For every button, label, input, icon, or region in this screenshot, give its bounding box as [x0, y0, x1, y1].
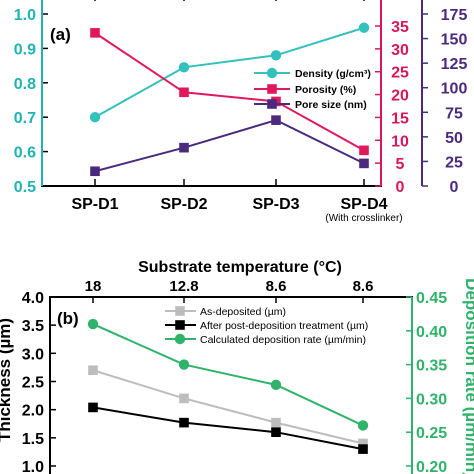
panel-a-category-label: SP-D3	[252, 196, 299, 213]
panel-a-right2-tick-label: 150	[441, 32, 468, 49]
panel-b-data-point	[357, 420, 369, 431]
panel-b-top-tick-label: 18	[85, 278, 102, 295]
panel-a-top-tick-label: 8.6	[354, 0, 375, 4]
panel-a-data-point	[359, 158, 369, 169]
panel-b-left-tick-label: 2.0	[22, 403, 44, 420]
panel-b-right-tick-label: 0.30	[416, 391, 447, 408]
panel-a-left-tick-label: 0.8	[14, 76, 36, 93]
panel-a-right2-tick-label: 25	[445, 154, 463, 171]
panel-b-data-point	[88, 365, 98, 376]
panel-a-data-point	[359, 145, 369, 156]
panel-a-right1-tick-label: 10	[391, 133, 409, 150]
panel-a-legend-marker	[267, 99, 277, 109]
panel-a-right1-tick-label: 25	[391, 65, 409, 82]
panel-a-right2-tick-label: 100	[441, 81, 468, 98]
panel-b-right-tick-label: 0.20	[416, 459, 447, 474]
panel-a-left-tick-label: 1.0	[14, 7, 36, 24]
panel-a-right1-tick-label: 15	[391, 110, 409, 127]
panel-a-data-point	[178, 62, 190, 73]
panel-b-left-tick-label: 1.0	[22, 459, 44, 474]
panel-b-right-tick-label: 0.25	[416, 425, 447, 442]
panel-a-data-point	[179, 87, 189, 98]
panel-a-left-tick-label: 0.6	[14, 145, 36, 162]
panel-a-legend-marker	[267, 84, 277, 94]
panel-b-data-point	[270, 379, 282, 391]
panel-b-left-tick-label: 2.5	[22, 375, 44, 392]
panel-a-top-tick-label: 12.8	[169, 0, 198, 4]
panel-b-right-tick-label: 0.35	[416, 358, 447, 375]
panel-a-right2-tick-label: 75	[445, 105, 463, 122]
panel-a-top-tick-label: 8.6	[266, 0, 287, 4]
panel-a-data-point	[90, 28, 100, 38]
panel-b-series-line	[92, 369, 364, 445]
panel-a-right2-tick-label: 50	[445, 130, 463, 147]
panel-b-data-point	[87, 318, 99, 330]
panel-b-top-tick-label: 8.6	[353, 278, 374, 295]
panel-b-top-tick-label: 12.8	[169, 278, 198, 295]
panel-b-legend-label: After post-deposition treatment (µm)	[200, 320, 368, 332]
panel-b-left-tick-label: 1.5	[22, 431, 44, 448]
panel-b-data-point	[358, 438, 368, 449]
panel-a-data-point	[271, 115, 281, 125]
panel-a-series-line	[94, 119, 365, 173]
panel-a-right2-tick-label: 175	[441, 7, 468, 24]
panel-b-series-line	[92, 323, 364, 427]
panel-b-series-line	[92, 406, 364, 451]
panel-a-category-note: (With crosslinker)	[325, 213, 402, 224]
panel-a-top-tick-label: 18	[87, 0, 104, 4]
panel-b-legend-marker	[175, 320, 185, 330]
panel-a-right1-tick-label: 30	[391, 42, 409, 59]
panel-b-data-point	[271, 427, 281, 437]
panel-a-right2-tick-label: 125	[441, 56, 468, 73]
panel-b-legend-label: Calculated deposition rate (µm/min)	[200, 334, 366, 346]
panel-b-data-point	[271, 417, 281, 428]
panel-b-data-point	[88, 402, 98, 413]
panel-a-series-line	[94, 26, 365, 119]
panel-a-left-tick-label: 0.7	[14, 110, 36, 127]
panel-b-label: (b)	[57, 309, 79, 328]
panel-a-left-tick-label: 0.9	[14, 41, 36, 58]
panel-a-category-label: SP-D1	[71, 196, 118, 213]
panel-b-left-axis-title: Thickness (µm)	[0, 318, 14, 442]
panel-b-data-point	[178, 359, 190, 370]
panel-a-legend-marker	[266, 67, 278, 79]
panel-b-data-point	[179, 417, 189, 428]
panel-b-left-tick-label: 3.0	[22, 346, 44, 363]
panel-b-left-tick-label: 3.5	[22, 318, 44, 335]
panel-a-data-point	[179, 142, 189, 153]
panel-a-label: (a)	[50, 25, 71, 44]
panel-a-legend-label: Pore size (nm)	[295, 99, 367, 111]
panel-a-right2-tick-label: 0	[450, 179, 459, 196]
panel-b-right-tick-label: 0.45	[416, 290, 447, 307]
panel-a-category-label: SP-D4	[340, 196, 387, 213]
panel-b-data-point	[179, 393, 189, 404]
panel-a-data-point	[270, 50, 282, 61]
panel-a-right1-tick-label: 0	[396, 179, 405, 196]
panel-b-legend-marker	[174, 333, 186, 345]
panel-b-right-axis-title: Deposition rate (µm/min)	[462, 278, 474, 474]
panel-a-right1-tick-label: 20	[391, 88, 409, 105]
panel-a-data-point	[358, 22, 370, 33]
panel-a-right1-tick-label: 35	[391, 19, 409, 36]
panel-b-data-point	[358, 444, 368, 454]
panel-a-left-tick-label: 0.5	[14, 179, 36, 196]
panel-b-legend-label: As-deposited (µm)	[200, 306, 286, 318]
panel-b-legend-marker	[175, 306, 185, 316]
panel-a-category-label: SP-D2	[160, 196, 207, 213]
panel-b-right-tick-label: 0.40	[416, 324, 447, 341]
panel-a-data-point	[89, 112, 101, 123]
panel-a-right1-tick-label: 5	[396, 156, 405, 173]
panel-b-left-tick-label: 4.0	[22, 290, 44, 307]
panel-b-top-axis-title: Substrate temperature (°C)	[138, 259, 342, 276]
panel-a-series-line	[94, 32, 365, 152]
panel-a-legend-label: Density (g/cm³)	[295, 68, 371, 80]
panel-b-top-tick-label: 8.6	[266, 278, 287, 295]
panel-a-legend-label: Porosity (%)	[295, 84, 356, 96]
panel-a-data-point	[90, 166, 100, 177]
